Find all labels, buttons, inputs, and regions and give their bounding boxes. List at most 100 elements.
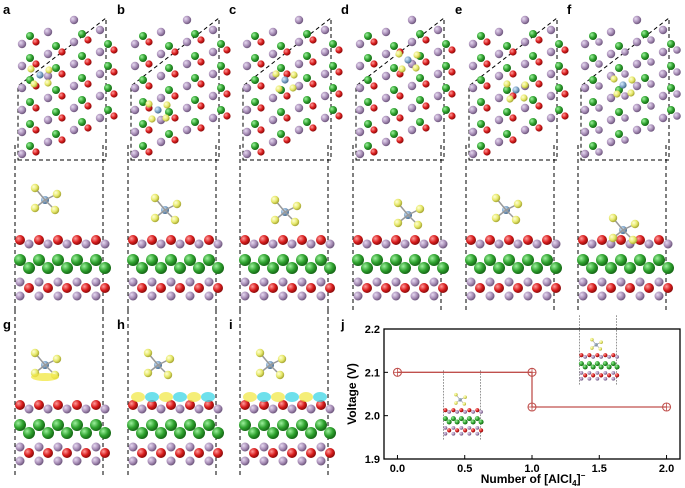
al-atom — [320, 25, 330, 35]
al-atom — [43, 27, 53, 37]
al-atom — [81, 239, 91, 249]
mo-atom — [437, 262, 449, 274]
o-atom — [370, 60, 378, 68]
mo-atom — [52, 419, 64, 431]
o-atom — [34, 400, 44, 410]
al-atom — [91, 291, 101, 301]
cl-atom — [393, 218, 403, 228]
al-atom — [43, 137, 53, 147]
o-atom — [509, 48, 517, 56]
o-atom — [455, 428, 460, 433]
al-atom — [268, 239, 278, 249]
mo-atom — [23, 262, 35, 274]
panel-label-a: a — [3, 2, 11, 17]
cl-atom — [277, 354, 287, 364]
mo-atom — [615, 254, 627, 266]
al-atom — [447, 409, 452, 414]
al-atom — [607, 354, 612, 359]
mo-atom — [165, 42, 173, 50]
al-atom — [166, 291, 176, 301]
al-atom — [175, 239, 185, 249]
al-atom — [381, 71, 391, 81]
plot-inset-structure — [442, 370, 484, 440]
o-atom — [523, 235, 533, 245]
mo-atom — [529, 74, 537, 82]
al-atom — [306, 239, 316, 249]
mo-atom — [90, 254, 102, 266]
o-atom — [58, 70, 66, 78]
cl-atom — [44, 79, 52, 87]
mo-atom — [104, 40, 112, 48]
mo-atom — [466, 416, 472, 422]
mo-atom — [641, 30, 649, 38]
mo-atom — [191, 30, 199, 38]
al-atom — [621, 136, 629, 144]
al-atom — [504, 291, 514, 301]
o-atom — [171, 136, 179, 144]
al-atom — [578, 277, 588, 287]
o-atom — [223, 112, 231, 120]
mo-atom — [465, 254, 477, 266]
mo-atom — [667, 40, 675, 48]
al-atom — [17, 127, 27, 137]
mo-atom — [155, 427, 167, 439]
mo-atom — [303, 52, 311, 60]
mo-atom — [614, 364, 620, 370]
al-atom — [542, 277, 552, 287]
mo-atom — [442, 62, 450, 70]
mo-atom — [165, 86, 173, 94]
al-atom — [658, 113, 668, 123]
o-atom — [91, 235, 101, 245]
mo-atom — [212, 262, 224, 274]
al-atom — [325, 239, 335, 249]
mo-atom — [324, 427, 336, 439]
al-atom — [294, 59, 304, 69]
plot-series — [392, 367, 672, 412]
o-atom — [24, 448, 34, 458]
mo-atom — [446, 419, 452, 425]
al-atom — [579, 376, 584, 381]
al-atom — [166, 456, 176, 466]
mo-atom — [442, 40, 450, 48]
al-atom — [597, 277, 607, 287]
al-atom — [673, 46, 681, 54]
al-atom — [166, 442, 176, 452]
cl-atom — [613, 90, 621, 98]
al-atom — [551, 239, 561, 249]
al-atom — [17, 149, 27, 159]
mo-atom — [380, 262, 392, 274]
o-atom — [283, 136, 291, 144]
al-atom — [355, 149, 365, 159]
o-atom — [532, 283, 542, 293]
al-atom — [17, 105, 27, 115]
al-atom — [17, 61, 27, 71]
cl-atom — [270, 215, 280, 225]
cl-atom — [491, 213, 501, 223]
o-atom — [171, 92, 179, 100]
mo-atom — [52, 108, 60, 116]
o-atom — [579, 353, 584, 358]
top-view-panel-e — [468, 15, 569, 161]
al-atom — [185, 442, 195, 452]
o-atom — [268, 448, 278, 458]
al-atom — [268, 49, 278, 59]
o-atom — [316, 235, 326, 245]
al-atom — [156, 49, 166, 59]
o-atom — [599, 373, 604, 378]
al-atom — [467, 431, 472, 436]
o-atom — [509, 70, 517, 78]
charge-isosurface — [159, 392, 173, 402]
o-atom — [451, 408, 456, 413]
al-atom — [208, 91, 218, 101]
al-atom — [579, 370, 584, 375]
al-atom — [433, 25, 443, 35]
o-atom — [194, 283, 204, 293]
al-atom — [297, 277, 307, 287]
o-atom — [58, 48, 66, 56]
al-atom — [43, 239, 53, 249]
o-atom — [663, 283, 673, 293]
charge-isosurface — [313, 392, 327, 402]
mo-atom — [303, 74, 311, 82]
o-atom — [396, 92, 404, 100]
cl-atom — [162, 114, 170, 122]
